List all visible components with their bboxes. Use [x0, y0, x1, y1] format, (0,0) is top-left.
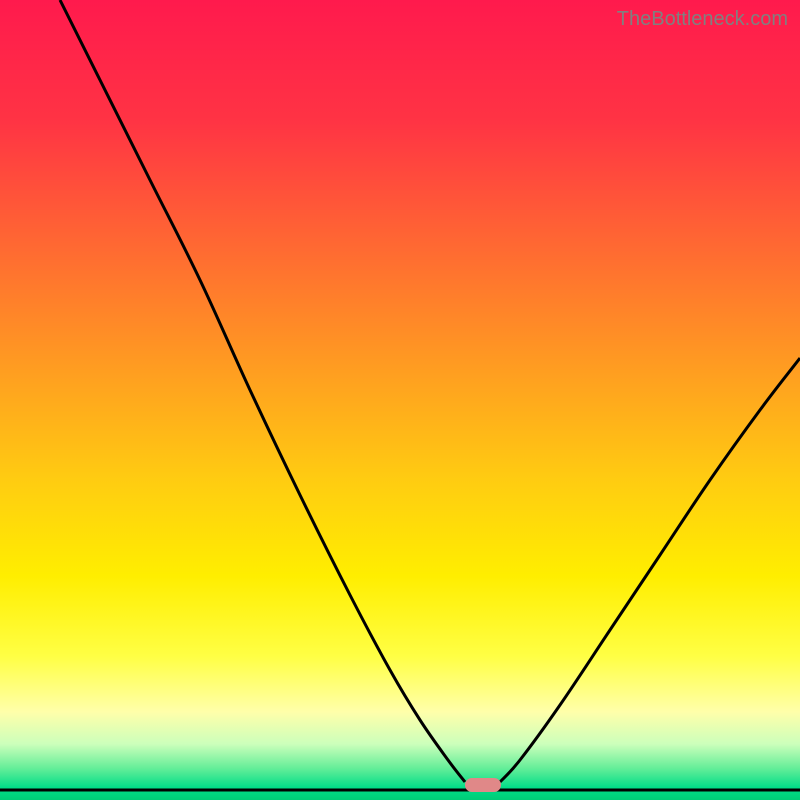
watermark-text: TheBottleneck.com [617, 8, 788, 31]
bottleneck-marker [465, 778, 501, 792]
right-curve [500, 358, 800, 782]
left-curve [60, 0, 465, 782]
curve-layer [0, 0, 800, 800]
bottleneck-chart: TheBottleneck.com [0, 0, 800, 800]
